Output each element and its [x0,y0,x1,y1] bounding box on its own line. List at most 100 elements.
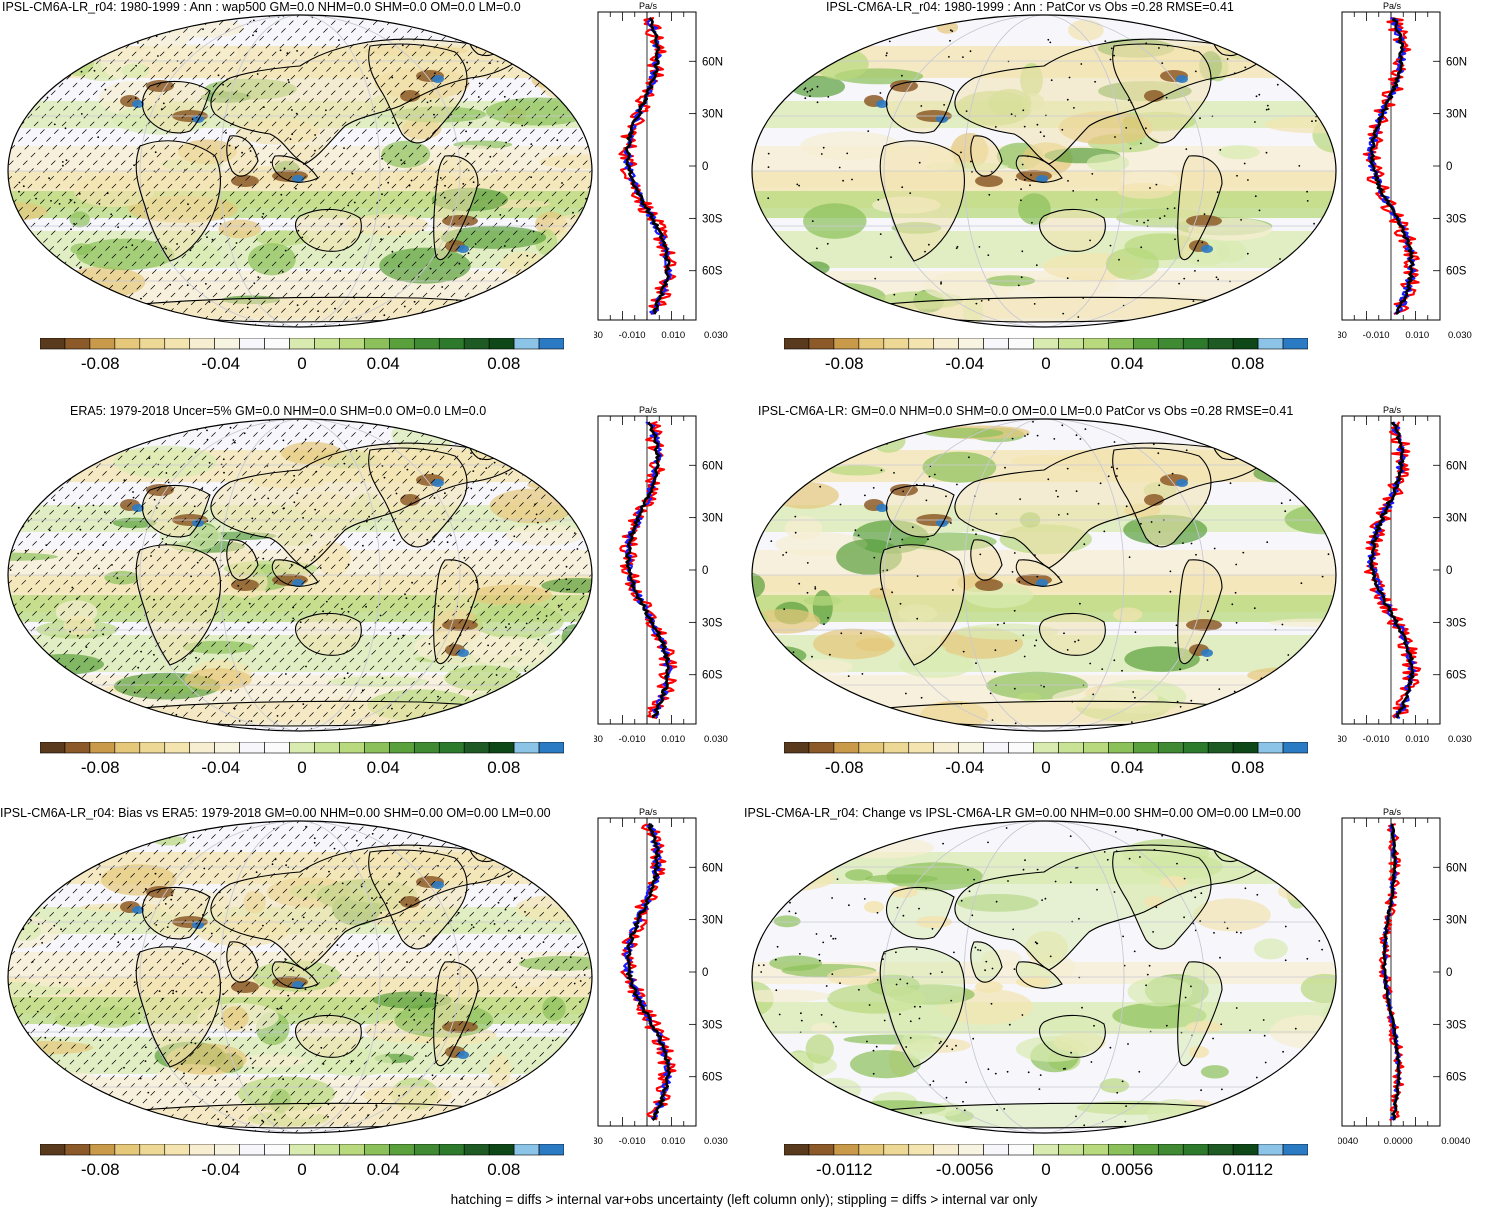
colorbar-swatch [264,338,290,350]
colorbar-swatch [983,338,1009,350]
colorbar-swatch [488,742,515,754]
colorbar-swatch [908,1144,935,1156]
colorbar-swatch [463,1144,490,1156]
zonal-lat-tick-label: 30S [1446,617,1467,629]
colorbar-swatch [983,1144,1009,1156]
zonal-value-tick-label: -0.010 [1363,330,1390,340]
colorbar-swatch [463,742,490,754]
colorbar-swatch [1182,1144,1209,1156]
colorbar: -0.0112 -0.0056 0 0.0056 0.0112 [784,1144,1308,1184]
colorbar-swatch [264,742,290,754]
zonal-value-tick-label: -0.010 [619,330,646,340]
colorbar-swatch [538,742,564,754]
zonal-line-red [1378,822,1405,1122]
map-field [752,15,1336,327]
colorbar-swatch [513,338,540,350]
colorbar-tick-label: 0.08 [487,354,521,373]
colorbar-swatch [413,338,440,350]
panel-title: IPSL-CM6A-LR_r04: 1980-1999 : Ann : PatC… [826,0,1234,14]
zonal-lat-tick-label: 30N [1446,109,1467,121]
colorbar-swatch [40,1144,66,1156]
zonal-lat-tick-label: 30S [702,213,723,225]
colorbar-swatch [1257,1144,1284,1156]
colorbar-swatch [833,338,860,350]
map-field [8,15,592,327]
colorbar-swatch [1207,1144,1234,1156]
colorbar-swatch [139,338,166,350]
colorbar-swatch [189,1144,215,1156]
zonal-lat-tick-label: 30S [702,617,723,629]
zonal-lat-tick-label: 0 [702,967,708,979]
colorbar-swatch [538,338,564,350]
zonal-lat-tick-label: 60N [1446,56,1467,68]
colorbar-swatch [808,1144,835,1156]
colorbar-tick-label: 0 [297,1160,307,1179]
colorbar-swatch [1083,1144,1109,1156]
colorbar-tick-label: 0.04 [1110,354,1144,373]
world-map [7,820,593,1134]
panel-title: ERA5: 1979-2018 Uncer=5% GM=0.0 NHM=0.0 … [70,404,487,418]
zonal-lat-tick-label: 60S [1446,670,1467,682]
zonal-lat-tick-label: 30N [702,109,723,121]
colorbar-tick-label: 0.04 [366,1160,400,1179]
zonal-line-black [1382,823,1401,1121]
colorbar-swatch [139,742,166,754]
colorbar-swatch [40,338,66,350]
colorbar-swatch [1282,1144,1308,1156]
zonal-line-red [618,16,677,316]
colorbar-tick-label: -0.08 [80,1160,120,1179]
colorbar-swatch [64,1144,91,1156]
colorbar-swatch [983,742,1009,754]
zonal-lat-tick-label: 30S [1446,213,1467,225]
colorbar-swatch [1033,338,1059,350]
zonal-value-tick-label: 0.010 [661,330,685,340]
colorbar-swatch [339,1144,365,1156]
colorbar-swatch [1232,1144,1259,1156]
zonal-units-label: Pa/s [639,807,658,817]
zonal-lat-tick-label: 30N [702,915,723,927]
panel-title: IPSL-CM6A-LR_r04: Bias vs ERA5: 1979-201… [0,806,551,820]
zonal-mean-plot: Pa/s 60N 30N 0 30S 60S -0.030 -0.010 0.010 0.030 [1338,1,1472,340]
colorbar-swatch [858,1144,885,1156]
colorbar-tick-label: 0.08 [1231,354,1265,373]
colorbar-swatch [314,742,340,754]
colorbar-tick-label: 0 [297,354,307,373]
panel-bias-vs-era5: IPSL-CM6A-LR_r04: Bias vs ERA5: 1979-201… [0,806,744,1206]
zonal-value-tick-label: 0.030 [704,1136,728,1146]
world-map [751,14,1337,328]
colorbar-swatch [438,742,465,754]
colorbar-swatch [64,742,91,754]
zonal-value-tick-label: -0.030 [1338,330,1347,340]
colorbar-swatch [1182,338,1209,350]
colorbar-swatch [1108,1144,1134,1156]
colorbar-tick-label: 0 [1041,354,1051,373]
colorbar-swatch [488,338,515,350]
colorbar-swatch [1083,338,1109,350]
colorbar-tick-label: 0.08 [487,1160,521,1179]
zonal-lat-tick-label: 60N [702,862,723,874]
graticule [752,419,1336,731]
colorbar-swatch [289,742,315,754]
colorbar-swatch [364,742,390,754]
colorbar-tick-label: -0.08 [80,758,120,777]
zonal-lat-tick-label: 60S [702,670,723,682]
colorbar-tick-label: -0.04 [945,354,985,373]
colorbar-swatch [488,1144,515,1156]
colorbar-swatch [833,1144,860,1156]
colorbar-swatch [114,338,141,350]
colorbar-swatch [1182,742,1209,754]
zonal-value-tick-label: -0.030 [1338,734,1347,744]
zonal-value-tick-label: -0.030 [594,1136,603,1146]
colorbar: -0.08 -0.04 0 0.04 0.08 [784,742,1308,782]
colorbar-swatch [808,338,835,350]
colorbar-tick-label: 0.04 [366,354,400,373]
colorbar-swatch [833,742,860,754]
zonal-value-tick-label: -0.0040 [1338,1136,1358,1146]
colorbar-swatch [784,742,810,754]
colorbar-swatch [314,338,340,350]
colorbar-swatch [1207,742,1234,754]
colorbar-swatch [1282,338,1308,350]
colorbar-swatch [1058,338,1084,350]
colorbar-swatch [1083,742,1109,754]
colorbar-swatch [1257,338,1284,350]
